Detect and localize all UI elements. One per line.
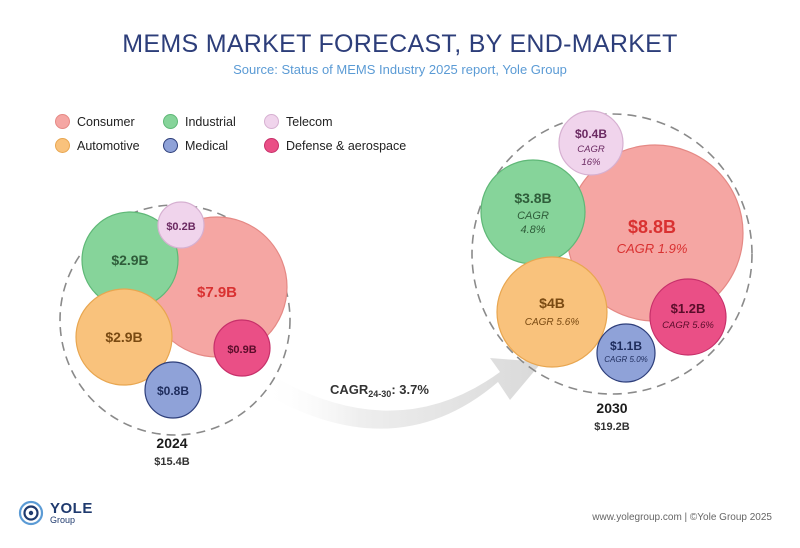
growth-arrow <box>262 358 542 429</box>
bubble-2024-medical <box>144 361 202 419</box>
label-2024-telecom: $0.2B <box>166 221 195 233</box>
legend-swatch <box>264 138 279 153</box>
label-2030-defense: $1.2B <box>671 301 706 316</box>
year-label-2030: 2030 <box>596 400 627 416</box>
cagr-2030-telecom-value: 16% <box>581 157 601 168</box>
legend-item-consumer: Consumer <box>55 114 135 129</box>
cagr-2030-defense: CAGR 5.6% <box>662 320 714 331</box>
cagr-arrow-subscript: 24-30 <box>368 389 391 399</box>
label-2030-medical: $1.1B <box>610 339 642 353</box>
cagr-arrow-label: CAGR24-30: 3.7% <box>330 382 429 399</box>
group-outline-2030 <box>471 113 753 395</box>
bubble-2024-defense <box>213 319 271 377</box>
chart-title: MEMS MARKET FORECAST, BY END-MARKET <box>122 30 678 58</box>
legend-swatch <box>163 114 178 129</box>
legend-swatch <box>264 114 279 129</box>
legend-label: Automotive <box>77 138 140 153</box>
footer-credit: www.yolegroup.com | ©Yole Group 2025 <box>592 512 772 523</box>
logo-subtext: Group <box>50 515 76 525</box>
legend-label: Telecom <box>286 114 333 129</box>
cagr-2030-industrial-value: 4.8% <box>520 224 545 236</box>
cagr-2030-automotive: CAGR 5.6% <box>525 317 580 328</box>
label-2024-automotive: $2.9B <box>105 329 142 345</box>
cagr-2030-medical: CAGR 5.0% <box>604 355 648 364</box>
legend-item-defense: Defense & aerospace <box>264 138 406 153</box>
label-2030-telecom: $0.4B <box>575 127 607 141</box>
total-label-2024: $15.4B <box>154 456 190 468</box>
bubble-2024-automotive <box>75 288 173 386</box>
legend-label: Medical <box>185 138 229 153</box>
cagr-2030-industrial: CAGR <box>517 210 549 222</box>
label-2024-consumer: $7.9B <box>197 284 237 301</box>
legend-item-medical: Medical <box>163 138 228 153</box>
yole-logo: YOLE Group <box>18 500 93 526</box>
total-label-2030: $19.2B <box>594 421 630 433</box>
bubble-2030-medical <box>596 323 656 383</box>
legend-swatch <box>55 114 70 129</box>
cagr-2030-telecom: CAGR <box>577 144 605 155</box>
label-2030-automotive: $4B <box>539 295 565 311</box>
legend-swatch <box>163 138 178 153</box>
label-2030-industrial: $3.8B <box>514 190 551 206</box>
cagr-arrow-prefix: CAGR <box>330 382 369 397</box>
legend-item-industrial: Industrial <box>163 114 236 129</box>
logo-wordmark: YOLE <box>50 500 93 517</box>
cagr-2030-consumer: CAGR 1.9% <box>617 241 688 256</box>
legend-swatch <box>55 138 70 153</box>
label-2030-consumer: $8.8B <box>628 217 676 237</box>
bubble-2030-defense <box>649 278 727 356</box>
legend-label: Defense & aerospace <box>286 138 407 153</box>
legend-label: Industrial <box>185 114 236 129</box>
yole-logo-icon <box>18 500 44 526</box>
cagr-arrow-value: : 3.7% <box>391 382 429 397</box>
legend-item-telecom: Telecom <box>264 114 333 129</box>
bubble-2030-telecom <box>558 110 624 176</box>
legend-item-automotive: Automotive <box>55 138 140 153</box>
bubble-2030-automotive <box>496 256 608 368</box>
label-2024-medical: $0.8B <box>157 384 189 398</box>
legend-label: Consumer <box>77 114 135 129</box>
label-2024-industrial: $2.9B <box>111 252 148 268</box>
year-label-2024: 2024 <box>156 435 187 451</box>
label-2024-defense: $0.9B <box>227 344 256 356</box>
chart-subtitle: Source: Status of MEMS Industry 2025 rep… <box>233 62 567 77</box>
bubble-2024-telecom <box>157 201 205 249</box>
